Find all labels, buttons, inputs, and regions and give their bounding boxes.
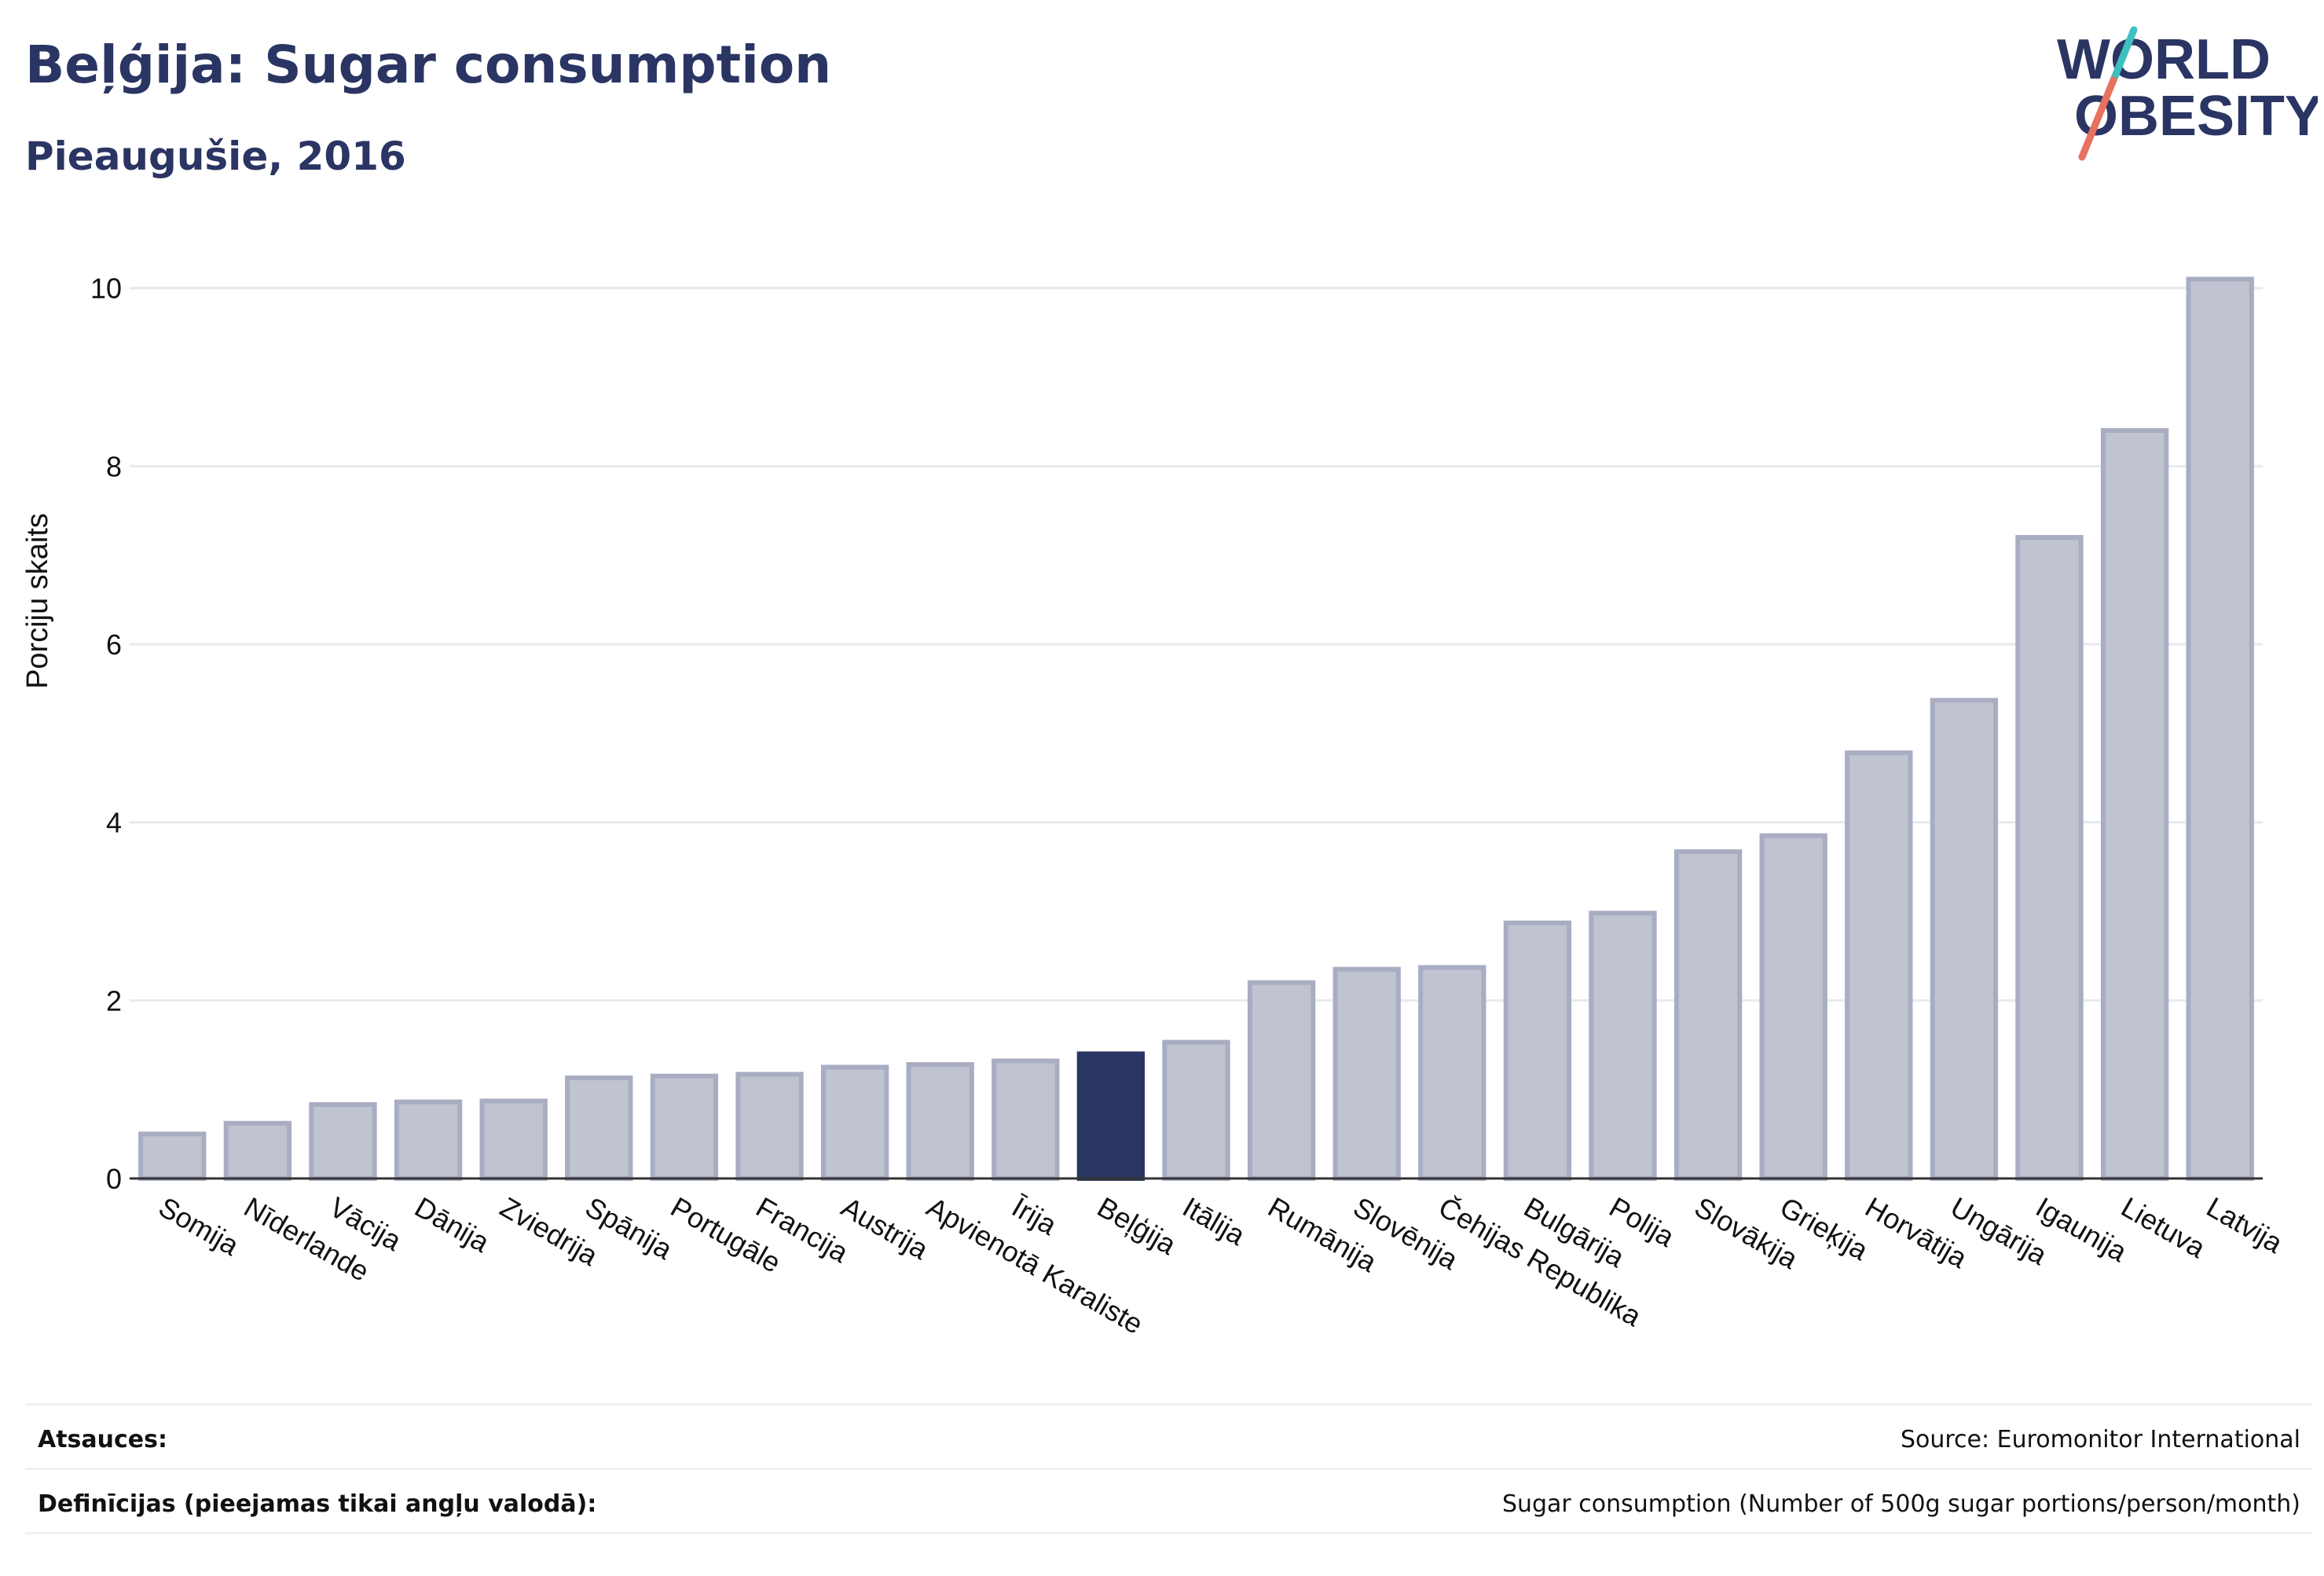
x-tick-label: Latvija (2201, 1190, 2289, 1259)
bar-Ungārija (1930, 698, 1999, 1181)
y-axis-tick-labels: 0 2 4 6 8 10 (90, 273, 122, 1195)
bar-Apvienotā Karaliste (906, 1061, 974, 1182)
footer-sources-row: Atsauces: Source: Euromonitor Internatio… (25, 1403, 2311, 1470)
bar-Nīderlande (223, 1120, 292, 1181)
footer-definitions-value: Sugar consumption (Number of 500g sugar … (1501, 1490, 2300, 1518)
x-tick-label: Itālija (1178, 1190, 1252, 1252)
y-axis-label: Porciju skaits (21, 513, 54, 689)
bar-Somija (138, 1131, 207, 1182)
x-tick-label: Dānija (409, 1190, 496, 1259)
bar-Francija (735, 1072, 804, 1182)
footer-bottom-border (25, 1532, 2311, 1534)
logo-slash-coral (2078, 76, 2117, 161)
bar-Bulgārija (1503, 920, 1572, 1181)
logo-word-world: WORLD (2057, 28, 2271, 91)
bar-Polija (1589, 911, 1657, 1182)
bar-Igaunija (2015, 535, 2084, 1181)
bar-Zviedrija (479, 1098, 548, 1182)
chart-subtitle: Pieaugušie, 2016 (25, 134, 406, 179)
x-tick-label: Lietuva (2116, 1190, 2212, 1264)
footer-definitions-label: Definīcijas (pieejamas tikai angļu valod… (38, 1490, 597, 1518)
y-tick-label: 6 (106, 629, 122, 661)
bar-Īrija (992, 1058, 1060, 1182)
footer-sources-value: Source: Euromonitor International (1900, 1426, 2300, 1453)
bar-Čehijas Republika (1418, 965, 1486, 1182)
bar-Horvātija (1845, 750, 1913, 1181)
bar-Portugāle (650, 1073, 719, 1181)
bar-Beļģija (1076, 1051, 1146, 1182)
bar-Slovākija (1673, 849, 1743, 1181)
bar-Slovēnija (1332, 966, 1401, 1181)
bar-Latvija (2186, 277, 2254, 1181)
chart-title: Beļģija: Sugar consumption (25, 35, 832, 95)
bar-Vācija (309, 1101, 377, 1182)
bar-Dānija (394, 1099, 463, 1181)
bar-Itālija (1162, 1039, 1230, 1181)
x-tick-label: Austrija (836, 1190, 934, 1266)
bar-Spānija (565, 1075, 633, 1182)
y-tick-label: 4 (106, 807, 122, 839)
y-tick-label: 8 (106, 450, 122, 482)
x-tick-label: Zviedrija (495, 1190, 604, 1272)
x-tick-label: Īrija (1006, 1190, 1063, 1241)
bar-Rumānija (1247, 980, 1316, 1181)
y-tick-label: 0 (106, 1163, 122, 1195)
x-tick-label: Igaunija (2031, 1190, 2134, 1268)
x-tick-label: Somija (153, 1190, 245, 1262)
footer-definitions-row: Definīcijas (pieejamas tikai angļu valod… (25, 1468, 2311, 1534)
footer-sources-label: Atsauces: (38, 1426, 167, 1453)
y-tick-label: 2 (106, 984, 122, 1017)
bar-Lietuva (2100, 428, 2169, 1181)
x-tick-label: Beļģija (1092, 1190, 1182, 1261)
y-tick-label: 10 (90, 273, 122, 305)
world-obesity-logo: WORLD OBESITY (2057, 26, 2318, 161)
bar-Austrija (820, 1065, 889, 1182)
bars (138, 277, 2254, 1182)
logo-slash-teal (2110, 26, 2138, 84)
logo-word-obesity: OBESITY (2074, 85, 2318, 148)
bar-Grieķija (1759, 833, 1827, 1181)
